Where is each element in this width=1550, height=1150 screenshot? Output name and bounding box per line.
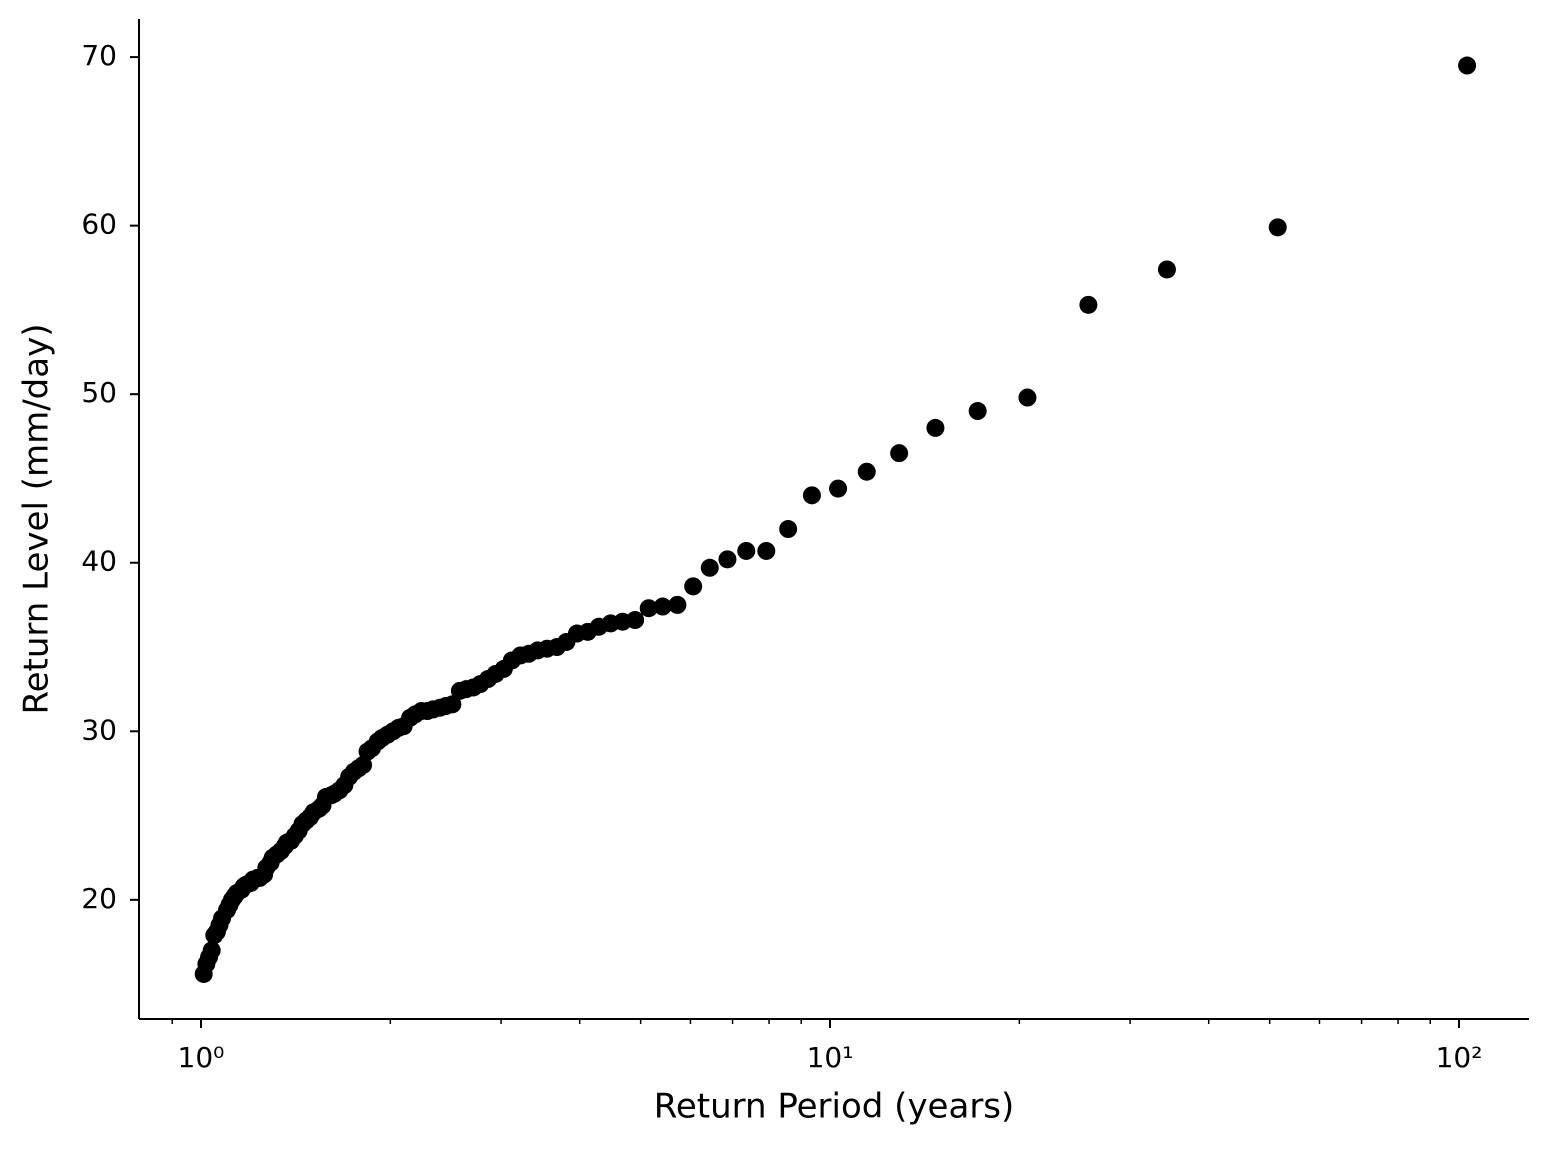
x-tick-label: 10¹ bbox=[807, 1041, 854, 1074]
y-tick-label: 20 bbox=[81, 882, 117, 915]
point bbox=[1157, 260, 1176, 279]
point bbox=[718, 550, 737, 569]
y-tick-label: 70 bbox=[81, 39, 117, 72]
y-tick-label: 50 bbox=[81, 376, 117, 409]
point bbox=[205, 926, 224, 945]
point bbox=[700, 558, 719, 577]
point bbox=[1458, 56, 1477, 75]
point bbox=[857, 462, 876, 481]
point bbox=[639, 599, 658, 618]
x-tick-label: 10⁰ bbox=[178, 1041, 225, 1074]
x-tick-label: 10² bbox=[1436, 1041, 1483, 1074]
point bbox=[653, 597, 672, 616]
point bbox=[668, 595, 687, 614]
point bbox=[926, 418, 945, 437]
point bbox=[757, 541, 776, 560]
y-axis-label: Return Level (mm/day) bbox=[17, 324, 57, 715]
point bbox=[1268, 218, 1287, 237]
y-tick-label: 30 bbox=[81, 713, 117, 746]
point bbox=[450, 681, 469, 700]
point bbox=[779, 520, 798, 539]
point bbox=[890, 444, 909, 463]
y-tick-label: 40 bbox=[81, 545, 117, 578]
point bbox=[684, 577, 703, 596]
x-axis-label: Return Period (years) bbox=[654, 1087, 1015, 1127]
point bbox=[802, 486, 821, 505]
point bbox=[737, 541, 756, 560]
point bbox=[194, 964, 213, 983]
point bbox=[1079, 295, 1098, 314]
point bbox=[968, 402, 987, 421]
y-tick-label: 60 bbox=[81, 208, 117, 241]
point bbox=[1018, 388, 1037, 407]
point bbox=[829, 479, 848, 498]
